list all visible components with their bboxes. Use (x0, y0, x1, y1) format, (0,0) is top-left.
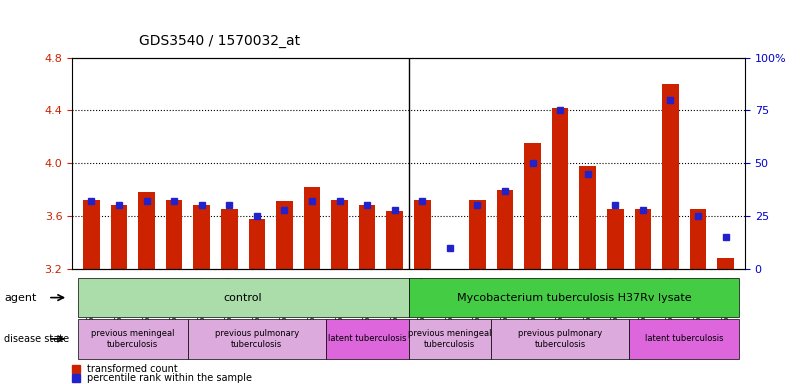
Bar (491, 319, 629, 359)
Bar (414, 200, 431, 269)
Bar (469, 200, 485, 269)
Bar (497, 190, 513, 269)
Text: agent: agent (4, 293, 36, 303)
Text: latent tuberculosis: latent tuberculosis (328, 334, 406, 343)
Bar (326, 319, 409, 359)
Text: latent tuberculosis: latent tuberculosis (645, 334, 723, 343)
Bar (332, 200, 348, 269)
Bar (662, 84, 678, 269)
Bar (634, 209, 651, 269)
Bar (304, 187, 320, 269)
Text: control: control (223, 293, 263, 303)
Text: Mycobacterium tuberculosis H37Rv lysate: Mycobacterium tuberculosis H37Rv lysate (457, 293, 691, 303)
Bar (718, 258, 734, 269)
Bar (166, 200, 183, 269)
Bar (111, 205, 127, 269)
Text: previous pulmonary
tuberculosis: previous pulmonary tuberculosis (518, 329, 602, 349)
Bar (139, 192, 155, 269)
Text: GDS3540 / 1570032_at: GDS3540 / 1570032_at (139, 34, 300, 48)
Bar (607, 209, 624, 269)
Bar (78, 319, 188, 359)
Text: disease state: disease state (4, 334, 69, 344)
Text: previous meningeal
tuberculosis: previous meningeal tuberculosis (409, 329, 492, 349)
Text: previous pulmonary
tuberculosis: previous pulmonary tuberculosis (215, 329, 299, 349)
Bar (525, 143, 541, 269)
Bar (78, 278, 409, 317)
Text: previous meningeal
tuberculosis: previous meningeal tuberculosis (91, 329, 175, 349)
Bar (276, 202, 292, 269)
Bar (193, 205, 210, 269)
Bar (552, 108, 569, 269)
Bar (83, 200, 99, 269)
Bar (359, 205, 376, 269)
Bar (690, 209, 706, 269)
Bar (409, 278, 739, 317)
Text: percentile rank within the sample: percentile rank within the sample (87, 373, 252, 383)
Bar (579, 166, 596, 269)
Bar (188, 319, 326, 359)
Bar (386, 211, 403, 269)
Bar (629, 319, 739, 359)
Bar (409, 319, 491, 359)
Bar (248, 218, 265, 269)
Bar (221, 209, 238, 269)
Text: transformed count: transformed count (87, 364, 177, 374)
